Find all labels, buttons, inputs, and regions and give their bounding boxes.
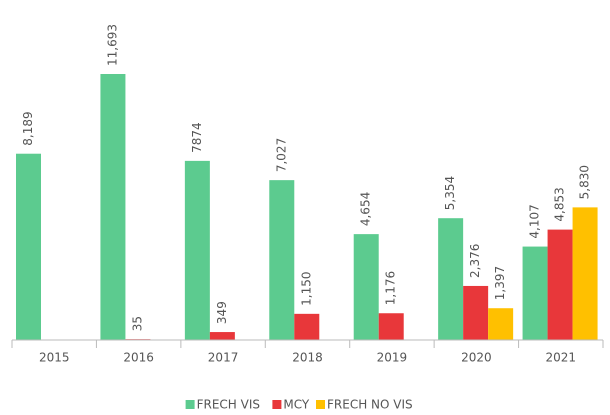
- data-label: 5,354: [443, 176, 457, 210]
- data-label: 2,376: [468, 244, 482, 278]
- data-label: 4,107: [528, 204, 542, 238]
- data-label: 1,150: [299, 271, 313, 305]
- bar: [294, 313, 320, 340]
- bar: [463, 285, 489, 340]
- data-label: 5,830: [578, 165, 592, 199]
- x-tick-label: 2018: [292, 351, 323, 365]
- legend-label: FRECH NO VIS: [327, 398, 413, 412]
- x-tick-label: 2015: [39, 351, 70, 365]
- bar: [269, 180, 295, 340]
- bar: [16, 153, 41, 340]
- x-tick-label: 2019: [377, 351, 408, 365]
- bar: [100, 74, 126, 340]
- data-label: 35: [130, 316, 144, 331]
- legend-swatch: [316, 400, 325, 409]
- legend-swatch: [272, 400, 282, 409]
- bar: [522, 246, 548, 340]
- legend-swatch: [185, 400, 195, 409]
- bar: [209, 332, 235, 340]
- data-label: 8,189: [21, 111, 35, 145]
- x-tick-label: 2021: [546, 351, 577, 365]
- bar: [353, 234, 379, 340]
- bar: [184, 160, 210, 340]
- x-tick-label: 2016: [123, 351, 154, 365]
- legend-label: MCY: [283, 398, 310, 412]
- data-label: 1,176: [384, 271, 398, 305]
- data-label: 4,654: [359, 192, 373, 226]
- bar: [572, 207, 598, 340]
- x-tick-label: 2017: [208, 351, 239, 365]
- bar: [438, 218, 464, 340]
- data-label: 349: [215, 301, 229, 324]
- data-label: 7,027: [274, 138, 288, 172]
- data-label: 4,853: [553, 187, 567, 221]
- bar: [488, 308, 514, 340]
- data-label: 7874: [190, 122, 204, 153]
- bar: [547, 229, 573, 340]
- bar: [378, 313, 404, 340]
- x-tick-label: 2020: [461, 351, 492, 365]
- legend-label: FRECH VIS: [197, 398, 260, 412]
- data-label: 1,397: [493, 266, 507, 300]
- data-label: 11,693: [105, 24, 119, 66]
